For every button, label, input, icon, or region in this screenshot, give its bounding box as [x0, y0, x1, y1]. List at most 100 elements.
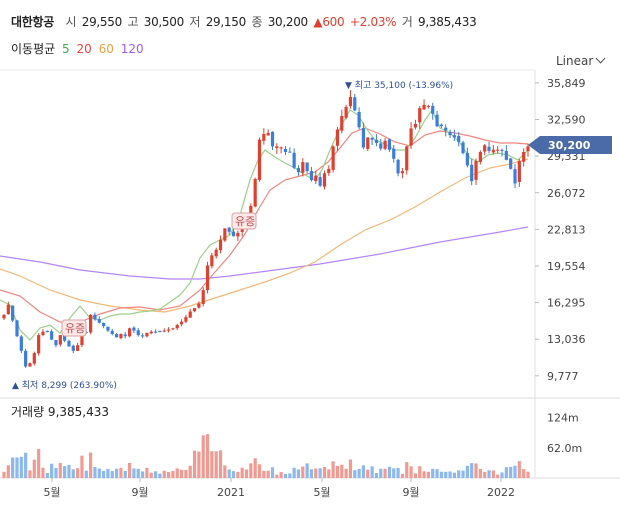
- x-tick-label: 2021: [217, 486, 245, 499]
- volume-bar: [71, 469, 75, 478]
- candle-body: [400, 171, 405, 174]
- candle-body: [513, 169, 517, 184]
- candle-body: [305, 162, 309, 172]
- volume-bar: [422, 471, 426, 478]
- scale-selector-dropdown[interactable]: Linear: [556, 53, 606, 68]
- event-marker-1[interactable]: 유증: [231, 212, 257, 230]
- candle-body: [106, 326, 110, 331]
- candle-body: [223, 228, 227, 241]
- candle-body: [517, 160, 521, 182]
- volume-bar: [400, 473, 405, 478]
- candle-body: [253, 178, 257, 207]
- candle-body: [500, 149, 504, 151]
- candle-body: [331, 146, 335, 170]
- candle-body: [37, 335, 41, 354]
- candle-body: [439, 124, 443, 127]
- volume-bar: [435, 469, 439, 478]
- volume-bar: [270, 467, 275, 478]
- ma-60-legend[interactable]: 60: [98, 42, 114, 56]
- candle-body: [188, 311, 192, 318]
- volume-bar: [179, 469, 184, 478]
- candle-body: [301, 162, 305, 173]
- candle-body: [457, 136, 461, 142]
- candle-body: [452, 135, 456, 138]
- candlesticks: [2, 90, 530, 368]
- candle-body: [110, 330, 114, 334]
- candle-body: [348, 96, 353, 107]
- volume-bar: [283, 473, 288, 478]
- candle-body: [366, 137, 370, 149]
- candle-body: [32, 353, 36, 364]
- candle-body: [487, 146, 491, 151]
- candle-body: [76, 345, 80, 351]
- candle-body: [396, 159, 400, 174]
- volume-bar: [184, 469, 188, 478]
- candle-body: [418, 108, 422, 123]
- candle-body: [465, 152, 469, 166]
- candle-body: [374, 139, 379, 144]
- volume-bar: [387, 466, 392, 478]
- event-marker-2[interactable]: 유증: [61, 319, 87, 337]
- candle-body: [435, 114, 439, 127]
- candle-body: [444, 127, 448, 131]
- volume-bar: [45, 473, 49, 478]
- volume-panel-title: 거래량 9,385,433: [11, 405, 110, 419]
- volume-bar: [214, 451, 218, 478]
- volume-bar: [344, 468, 348, 478]
- candle-body: [370, 137, 374, 140]
- ma-120-legend[interactable]: 120: [120, 42, 144, 56]
- volume-bar: [210, 451, 214, 478]
- volume-bar: [379, 468, 383, 478]
- volume-bar: [340, 464, 344, 478]
- candle-body: [210, 255, 214, 267]
- candle-body: [136, 330, 140, 336]
- candle-body: [171, 328, 175, 330]
- candle-body: [266, 132, 270, 136]
- volume-bar: [41, 467, 45, 478]
- volume-bar: [461, 470, 465, 478]
- volume-bar: [166, 472, 171, 478]
- volume-bar: [483, 471, 487, 478]
- candle-body: [496, 149, 500, 151]
- volume-bar: [457, 470, 461, 478]
- volume-bar: [158, 473, 162, 478]
- candle-body: [279, 147, 283, 149]
- volume-bar: [28, 470, 32, 478]
- x-tick-label: 9월: [131, 486, 148, 499]
- volume-bar: [465, 465, 469, 478]
- volume-bar: [305, 463, 309, 478]
- candle-body: [257, 139, 262, 180]
- ma-20-legend[interactable]: 20: [76, 42, 92, 56]
- candle-body: [67, 340, 71, 347]
- volume-bar: [102, 470, 106, 478]
- volume-bar: [197, 451, 201, 478]
- open-value: 29,550: [81, 15, 123, 29]
- volume-bar: [188, 465, 192, 478]
- candle-body: [102, 322, 106, 327]
- y-tick-label: 19,554: [547, 260, 586, 273]
- candle-body: [288, 151, 292, 153]
- volume-bar: [361, 465, 366, 478]
- y-tick-label: 9,777: [547, 370, 579, 383]
- candle-body: [340, 116, 344, 131]
- volume-bar: [322, 466, 327, 478]
- current-price-label: 30,200: [548, 139, 591, 152]
- ma-5-legend[interactable]: 5: [62, 42, 70, 56]
- candle-body: [314, 175, 318, 182]
- volume-bar: [301, 466, 305, 478]
- candle-body: [149, 331, 153, 334]
- candle-body: [461, 142, 465, 154]
- moving-average-lines: [0, 108, 529, 341]
- low-annotation: ▲ 최저 8,299 (263.90%): [12, 380, 117, 391]
- volume-bar: [383, 468, 387, 478]
- volume-bar: [500, 472, 504, 478]
- volume-bar: [153, 471, 158, 478]
- volume-bar: [439, 471, 443, 478]
- candle-body: [2, 314, 6, 319]
- volume-bar: [58, 462, 62, 478]
- volume-bar: [396, 467, 400, 478]
- candle-body: [123, 334, 127, 337]
- open-label: 시: [65, 15, 77, 29]
- volume-bar: [93, 466, 97, 478]
